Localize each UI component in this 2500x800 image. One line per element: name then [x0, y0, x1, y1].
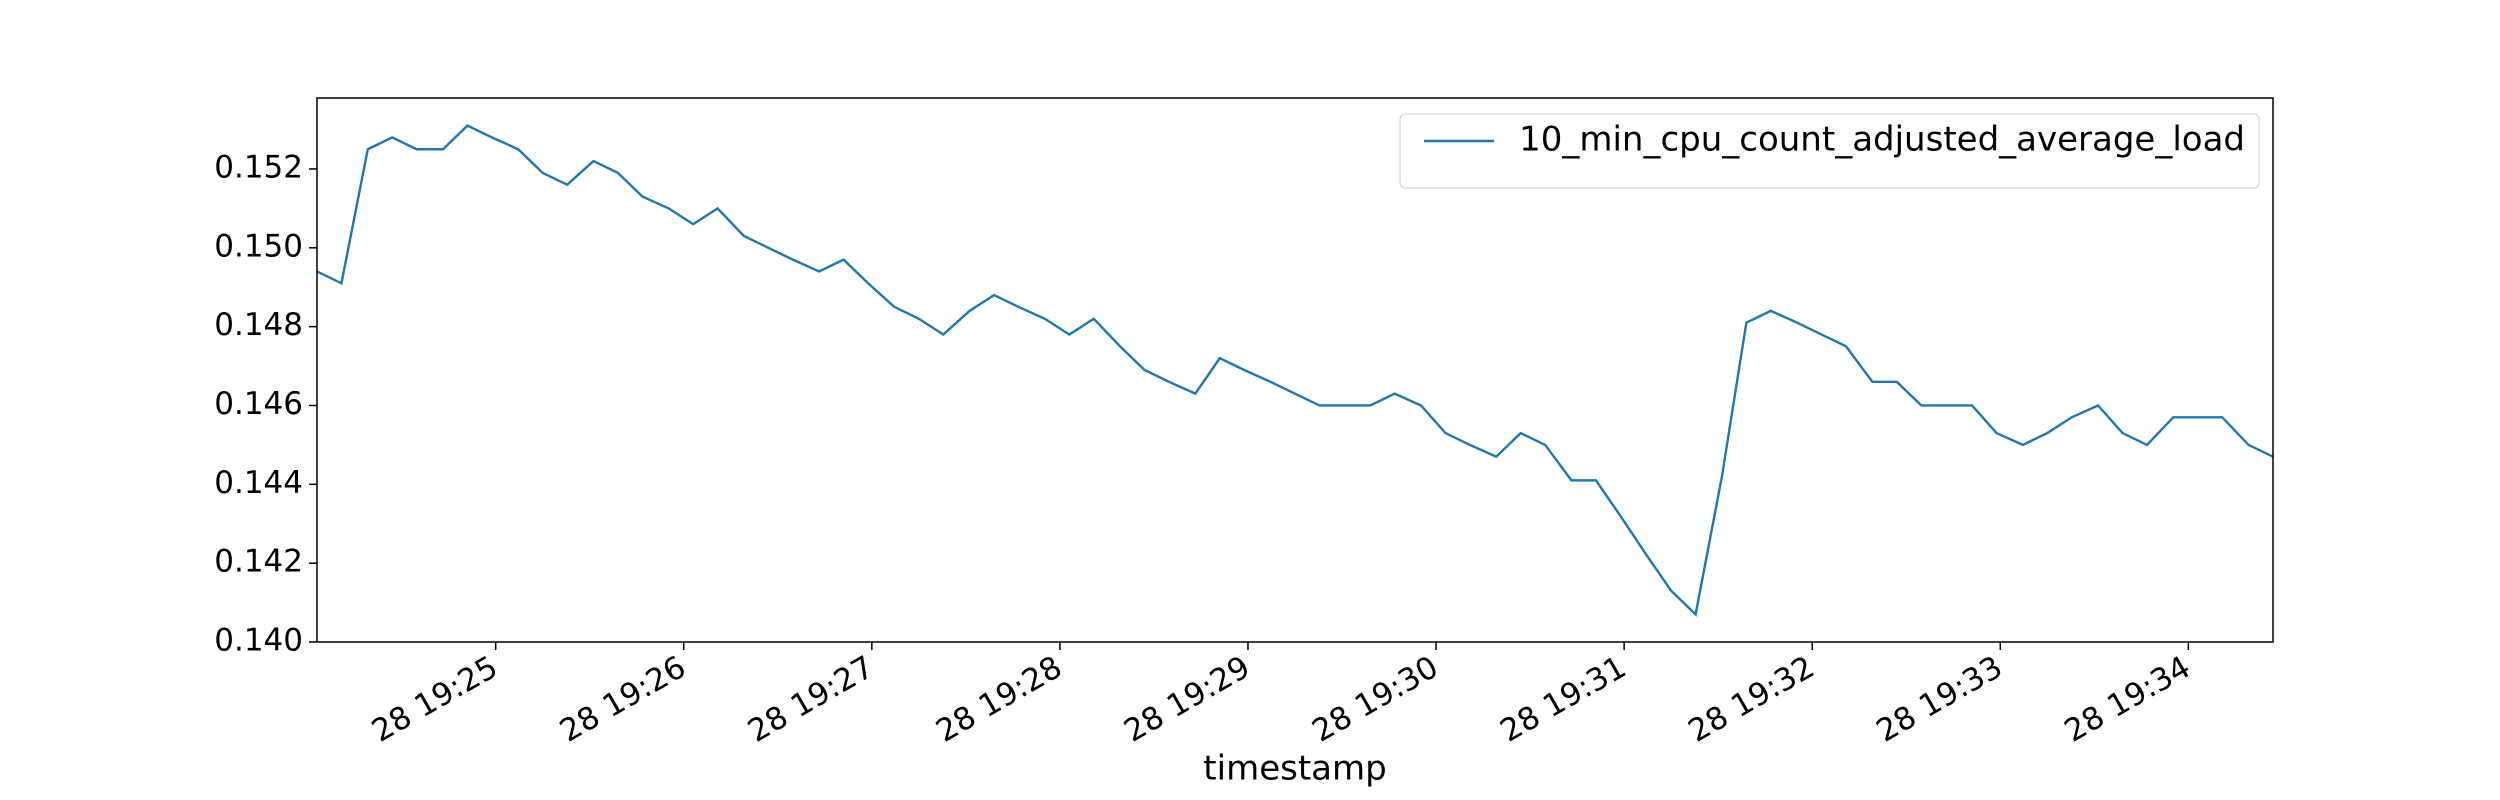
legend: 10_min_cpu_count_adjusted_average_load [1399, 113, 2260, 189]
y-tick-label: 0.140 [214, 623, 303, 659]
x-tick-label: 28 19:25 [366, 649, 504, 749]
x-tick-label: 28 19:29 [1118, 649, 1256, 749]
y-tick-label: 0.146 [214, 386, 303, 422]
y-tick-label: 0.148 [214, 307, 303, 343]
x-tick-label: 28 19:28 [930, 649, 1068, 749]
x-tick-label: 28 19:27 [742, 649, 880, 749]
y-tick-label: 0.152 [214, 149, 303, 185]
x-tick-label: 28 19:33 [1870, 649, 2008, 749]
plot-frame [316, 97, 2274, 643]
y-tick-label: 0.150 [214, 228, 303, 264]
legend-label: 10_min_cpu_count_adjusted_average_load [1519, 120, 2245, 160]
x-tick-label: 28 19:32 [1682, 649, 1820, 749]
x-tick-label: 28 19:34 [2059, 649, 2197, 749]
x-axis-label: timestamp [1203, 749, 1386, 789]
x-tick-label: 28 19:30 [1306, 649, 1444, 749]
x-tick-label: 28 19:31 [1494, 649, 1632, 749]
y-tick-label: 0.144 [214, 465, 303, 501]
legend-box [1399, 113, 2260, 189]
x-tick-label: 28 19:26 [554, 649, 692, 749]
y-tick-label: 0.142 [214, 544, 303, 580]
data-line [316, 124, 2274, 617]
